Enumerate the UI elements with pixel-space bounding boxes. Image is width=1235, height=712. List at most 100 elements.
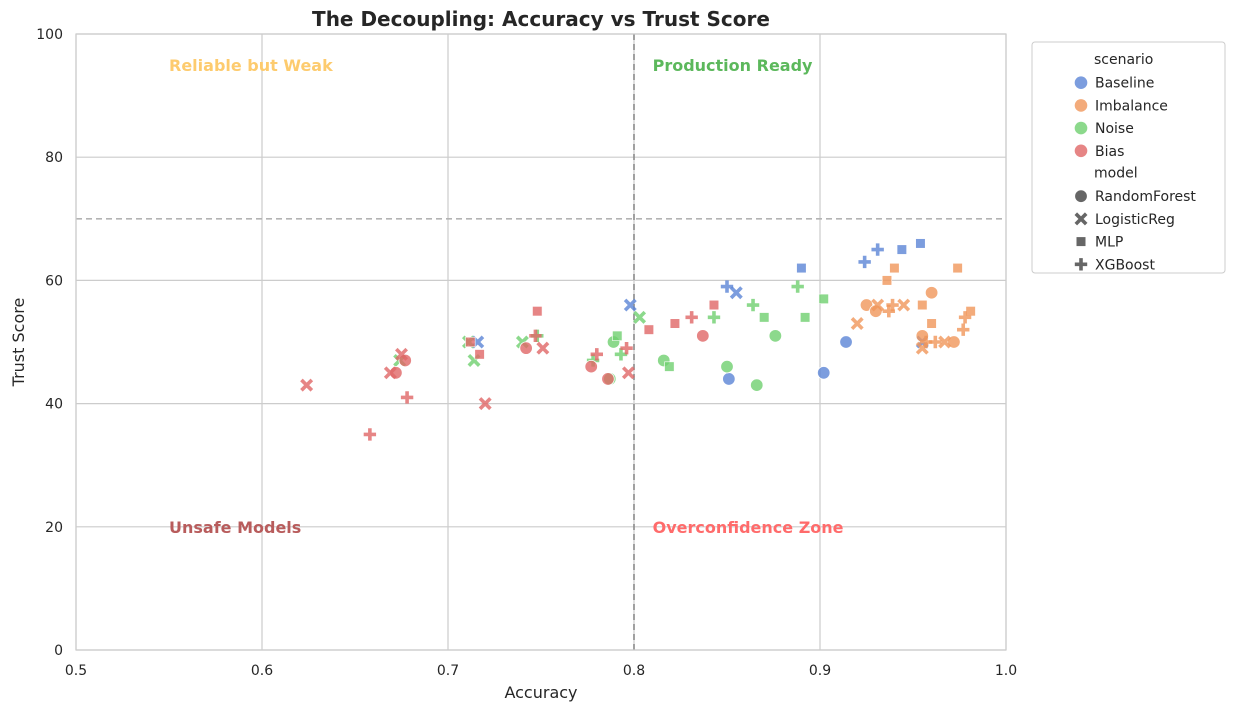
point-baseline-randomforest xyxy=(839,335,853,349)
legend-style-title: model xyxy=(1094,166,1138,182)
point-bias-mlp xyxy=(532,306,543,317)
point-imbalance-mlp xyxy=(926,318,937,329)
point-baseline-logisticreg xyxy=(623,298,637,312)
y-tick-label: 0 xyxy=(54,643,63,659)
point-noise-xgboost xyxy=(746,298,760,312)
point-bias-mlp xyxy=(474,349,485,360)
y-tick-label: 40 xyxy=(45,397,63,413)
legend-label-xgboost: XGBoost xyxy=(1095,257,1155,273)
point-baseline-xgboost xyxy=(871,243,884,256)
legend-label-mlp: MLP xyxy=(1095,235,1123,251)
point-noise-mlp xyxy=(818,293,829,304)
point-bias-logisticreg xyxy=(300,378,314,392)
point-baseline-mlp xyxy=(915,238,926,249)
legend-marker-logisticreg xyxy=(1074,212,1088,226)
grid-lines xyxy=(75,33,1007,651)
legend-marker-imbalance xyxy=(1074,99,1088,112)
y-tick-label: 20 xyxy=(45,520,63,536)
point-baseline-randomforest xyxy=(817,366,831,380)
point-bias-mlp xyxy=(643,324,654,335)
point-imbalance-xgboost xyxy=(886,298,899,312)
point-baseline-randomforest xyxy=(722,372,736,386)
point-noise-randomforest xyxy=(750,378,764,392)
point-bias-mlp xyxy=(669,318,681,329)
y-tick-label: 100 xyxy=(36,27,63,43)
data-points xyxy=(300,238,976,441)
plot-frame xyxy=(75,33,1007,651)
point-imbalance-xgboost xyxy=(957,323,970,336)
point-noise-randomforest xyxy=(720,359,734,374)
point-noise-mlp xyxy=(612,330,623,341)
legend-marker-baseline xyxy=(1074,76,1088,89)
point-imbalance-logisticreg xyxy=(897,298,911,312)
x-axis-label: Accuracy xyxy=(504,683,577,702)
legend-marker-bias xyxy=(1074,144,1088,158)
point-bias-randomforest xyxy=(584,359,598,374)
point-bias-xgboost xyxy=(529,329,542,343)
point-bias-xgboost xyxy=(685,311,698,324)
point-baseline-xgboost xyxy=(858,255,871,269)
legend: scenario Baseline Imbalance Noise Bias model R… xyxy=(1031,41,1226,274)
point-bias-xgboost xyxy=(400,391,414,404)
point-bias-xgboost xyxy=(363,428,377,441)
legend-label-noise: Noise xyxy=(1095,121,1134,137)
legend-label-imbalance: Imbalance xyxy=(1095,98,1168,114)
zone-label: Unsafe Models xyxy=(169,518,301,537)
point-bias-randomforest xyxy=(696,329,710,343)
zone-label: Production Ready xyxy=(653,56,813,75)
legend-label-randomforest: RandomForest xyxy=(1095,189,1196,205)
point-noise-randomforest xyxy=(768,329,783,343)
point-imbalance-randomforest xyxy=(924,286,939,300)
point-bias-logisticreg xyxy=(383,366,397,380)
legend-label-bias: Bias xyxy=(1095,144,1124,160)
x-tick-label: 0.8 xyxy=(623,663,645,679)
legend-marker-randomforest xyxy=(1074,189,1088,203)
point-bias-xgboost xyxy=(590,348,603,361)
point-imbalance-logisticreg xyxy=(871,298,885,312)
x-tick-label: 0.9 xyxy=(809,663,831,679)
x-tick-label: 0.7 xyxy=(437,663,459,679)
x-tick-label: 0.5 xyxy=(65,663,87,679)
point-bias-mlp xyxy=(708,299,720,311)
point-imbalance-mlp xyxy=(965,306,976,317)
point-imbalance-logisticreg xyxy=(938,335,952,349)
legend-label-baseline: Baseline xyxy=(1095,76,1154,92)
legend-marker-xgboost xyxy=(1074,258,1088,271)
point-imbalance-xgboost xyxy=(958,311,972,324)
point-imbalance-randomforest xyxy=(859,298,874,312)
point-bias-logisticreg xyxy=(395,347,408,361)
point-imbalance-mlp xyxy=(881,275,893,286)
y-tick-labels: 0 20 40 60 80 100 xyxy=(36,27,63,659)
x-tick-labels: 0.5 0.6 0.7 0.8 0.9 1.0 xyxy=(65,663,1017,679)
point-imbalance-randomforest xyxy=(947,335,961,349)
y-axis-label: Trust Score xyxy=(9,298,28,388)
reference-lines xyxy=(76,34,1006,650)
legend-marker-noise xyxy=(1074,121,1088,135)
point-baseline-xgboost xyxy=(720,280,734,293)
point-noise-xgboost xyxy=(791,280,804,293)
point-noise-mlp xyxy=(664,361,675,372)
point-bias-mlp xyxy=(465,336,476,348)
legend-label-logisticreg: LogisticReg xyxy=(1095,212,1175,228)
zone-label: Overconfidence Zone xyxy=(653,518,844,537)
point-bias-randomforest xyxy=(601,372,615,386)
point-imbalance-mlp xyxy=(917,299,928,311)
point-imbalance-xgboost xyxy=(929,335,942,349)
point-bias-randomforest xyxy=(519,341,533,355)
point-noise-xgboost xyxy=(707,311,721,324)
point-noise-logisticreg xyxy=(633,310,647,324)
point-bias-logisticreg xyxy=(621,366,635,380)
point-imbalance-mlp xyxy=(952,262,963,274)
y-tick-label: 60 xyxy=(45,273,63,289)
point-bias-logisticreg xyxy=(536,341,550,355)
point-baseline-mlp xyxy=(896,244,907,255)
point-imbalance-logisticreg xyxy=(850,317,864,330)
point-baseline-mlp xyxy=(796,262,807,274)
legend-hue-title: scenario xyxy=(1094,52,1153,68)
point-noise-mlp xyxy=(759,312,770,323)
chart-title: The Decoupling: Accuracy vs Trust Score xyxy=(312,7,770,31)
zone-label: Reliable but Weak xyxy=(169,56,333,75)
zone-labels: Reliable but Weak Production Ready Unsafe … xyxy=(169,56,844,537)
point-imbalance-mlp xyxy=(889,262,900,274)
